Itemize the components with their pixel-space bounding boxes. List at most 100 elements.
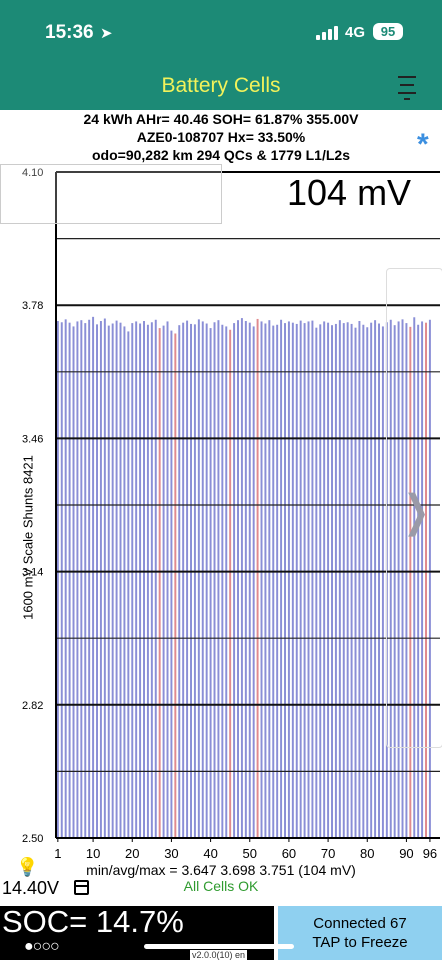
chevron-right-icon[interactable]: ❯ [403, 487, 430, 536]
aux-voltage: 14.40V [2, 878, 60, 898]
spread-value: 104 mV [287, 172, 412, 213]
cell-bar [135, 321, 138, 838]
cell-bar [127, 331, 130, 838]
next-page-panel[interactable] [386, 268, 442, 748]
cell-bar [88, 319, 91, 838]
lightbulb-icon[interactable]: 💡 [16, 857, 39, 877]
cell-bar [190, 323, 192, 838]
cell-bar [389, 319, 392, 838]
cell-bar [205, 323, 208, 838]
x-tick-label: 50 [243, 846, 257, 861]
page-dots[interactable]: ●○○○ [24, 938, 60, 955]
cell-bar [166, 321, 169, 838]
connection-button[interactable]: Connected 67 TAP to Freeze [278, 906, 442, 960]
cell-bar [260, 321, 263, 838]
cell-bar [178, 325, 181, 838]
cell-bar [237, 320, 239, 838]
cell-bar [280, 319, 283, 838]
cell-bar [115, 320, 118, 839]
cell-bar [338, 320, 341, 838]
menu-icon[interactable] [398, 71, 416, 100]
cell-bar [393, 325, 396, 838]
cell-bar [405, 323, 408, 839]
cell-bar [409, 326, 412, 838]
cell-bar [170, 330, 173, 838]
cell-bar [99, 321, 102, 838]
calendar-icon[interactable] [74, 880, 89, 895]
x-tick-label: 30 [164, 846, 178, 861]
cell-bar [131, 323, 134, 839]
cell-bar [84, 323, 87, 839]
cell-bar [146, 324, 149, 838]
signal-icon [316, 26, 340, 40]
x-tick-label: 60 [282, 846, 296, 861]
cell-bar [284, 323, 286, 839]
cell-bar [80, 320, 83, 838]
min-avg-max: min/avg/max = 3.647 3.698 3.751 (104 mV) [86, 862, 356, 878]
cell-bar [331, 325, 333, 838]
cell-bar [334, 323, 337, 838]
app-header: Battery Cells [0, 66, 442, 110]
cell-bar [272, 325, 275, 839]
home-indicator [144, 944, 294, 949]
bluetooth-icon[interactable]: * [417, 128, 429, 161]
cell-bar [256, 318, 259, 838]
cell-bar [346, 322, 349, 838]
x-tick-label: 40 [203, 846, 217, 861]
cell-bar [319, 324, 322, 839]
app-version: v2.0.0(10) en [190, 950, 248, 960]
cell-bar [413, 317, 416, 838]
cell-bar [287, 321, 290, 838]
cell-bar [315, 327, 318, 838]
x-tick-label: 70 [321, 846, 335, 861]
soc-panel: SOC= 14.7% ●○○○ [0, 904, 274, 960]
pack-info-line1: 24 kWh AHr= 40.46 SOH= 61.87% 355.00V [83, 111, 359, 127]
cell-bar [213, 322, 216, 838]
cell-bar [107, 325, 110, 839]
pack-info: 24 kWh AHr= 40.46 SOH= 61.87% 355.00V AZ… [0, 110, 442, 164]
x-tick-label: 10 [86, 846, 100, 861]
cell-bar [150, 322, 153, 838]
pack-info-line3: odo=90,282 km 294 QCs & 1779 L1/L2s [92, 147, 350, 163]
cell-bar [76, 321, 79, 838]
x-tick-label: 96 [423, 846, 437, 861]
cell-bar [123, 326, 126, 838]
x-tick-label: 20 [125, 846, 139, 861]
cell-bar [244, 321, 247, 838]
cell-bar [240, 318, 243, 839]
cell-bar [374, 320, 377, 838]
cell-bar [56, 321, 59, 838]
cell-bar [186, 320, 189, 839]
cell-bar [233, 323, 236, 839]
cell-bar [225, 326, 228, 838]
cell-bar [209, 328, 212, 838]
connection-status: Connected 67 [313, 915, 407, 932]
cell-bar [276, 324, 279, 838]
cell-bar [397, 321, 400, 838]
y-tick-label: 4.10 [22, 167, 43, 179]
status-bar: 15:36 ➤ 4G 95 [0, 0, 442, 66]
cell-bar [201, 321, 204, 838]
cell-bar [362, 324, 365, 838]
cell-bar [381, 326, 384, 838]
pack-info-line2: AZE0-108707 Hx= 33.50% [136, 129, 306, 145]
cell-bar [264, 323, 267, 838]
y-tick-label: 3.46 [22, 433, 43, 445]
y-tick-label: 2.82 [22, 700, 43, 712]
cell-bar [119, 322, 122, 838]
x-tick-label: 1 [54, 846, 61, 861]
cell-bar [354, 327, 357, 838]
chart-overlay-box [0, 164, 222, 224]
cell-bar [182, 322, 185, 838]
cell-bar [64, 319, 67, 839]
cell-bar [307, 321, 310, 838]
cell-bar [421, 321, 424, 838]
y-tick-label: 2.50 [22, 833, 43, 845]
y-tick-label: 3.78 [22, 300, 43, 312]
cell-bar [217, 320, 220, 838]
cell-bar [221, 324, 224, 838]
status-time: 15:36 [45, 22, 94, 43]
tap-to-freeze-label: TAP to Freeze [312, 934, 408, 951]
cell-bar [193, 324, 196, 839]
